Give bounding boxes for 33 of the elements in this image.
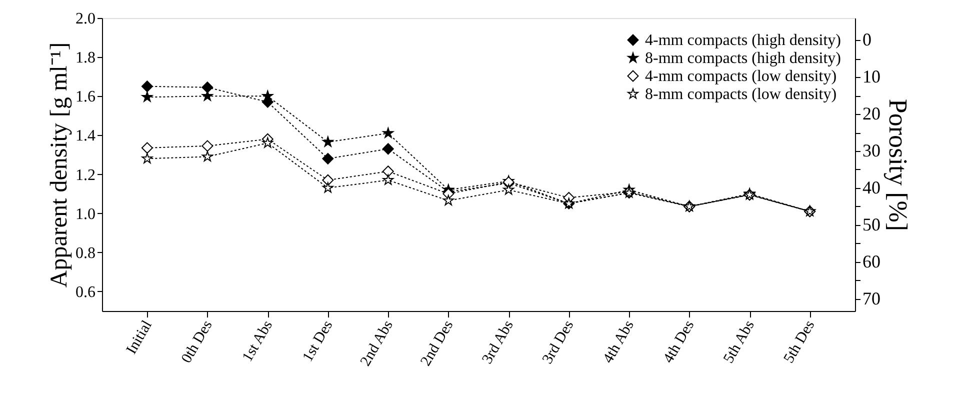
x-tick-label: 5th Abs [720, 318, 758, 366]
y2-tick-label: 20 [862, 104, 880, 124]
y2-tick-label: 50 [862, 214, 880, 234]
x-tick-label: 2nd Abs [358, 318, 397, 369]
x-tick-label: 4th Abs [600, 318, 638, 366]
y2-tick-label: 60 [862, 251, 880, 272]
y-tick-label: 1.6 [76, 88, 96, 106]
y2-axis-title: Porosity [%] [884, 98, 912, 232]
y-tick-label: 2.0 [76, 10, 96, 28]
y2-tick-label: 0 [862, 30, 872, 50]
x-tick-label: 4th Des [660, 318, 698, 366]
y-tick-label: 1.4 [76, 128, 96, 145]
y2-tick-label: 70 [862, 288, 880, 308]
y2-tick-label: 10 [862, 66, 880, 87]
x-tick-label: 2nd Des [418, 318, 457, 369]
x-tick-label: 3rd Abs [480, 318, 517, 367]
y-axis-title: Apparent density [g ml⁻¹] [46, 42, 72, 288]
x-tick-label: 3rd Des [540, 318, 578, 367]
legend-label: 8-mm compacts (low density) [645, 86, 837, 103]
x-tick-label: 1st Abs [240, 318, 276, 365]
legend-label: 4-mm compacts (low density) [645, 68, 837, 85]
legend-label: 4-mm compacts (high density) [645, 32, 841, 49]
y2-tick-label: 40 [862, 177, 880, 198]
x-tick-label: 1st Des [300, 318, 336, 365]
x-tick-label: 0th Des [178, 318, 216, 366]
y-tick-label: 1.8 [76, 50, 96, 67]
y-tick-label: 1.2 [76, 166, 96, 184]
y-tick-label: 1.0 [76, 206, 96, 223]
y-tick-label: 0.8 [76, 244, 96, 262]
y2-tick-label: 30 [862, 140, 880, 161]
legend-label: 8-mm compacts (high density) [645, 50, 841, 67]
x-tick-label: 5th Des [781, 318, 818, 366]
y-tick-label: 0.6 [76, 284, 96, 301]
